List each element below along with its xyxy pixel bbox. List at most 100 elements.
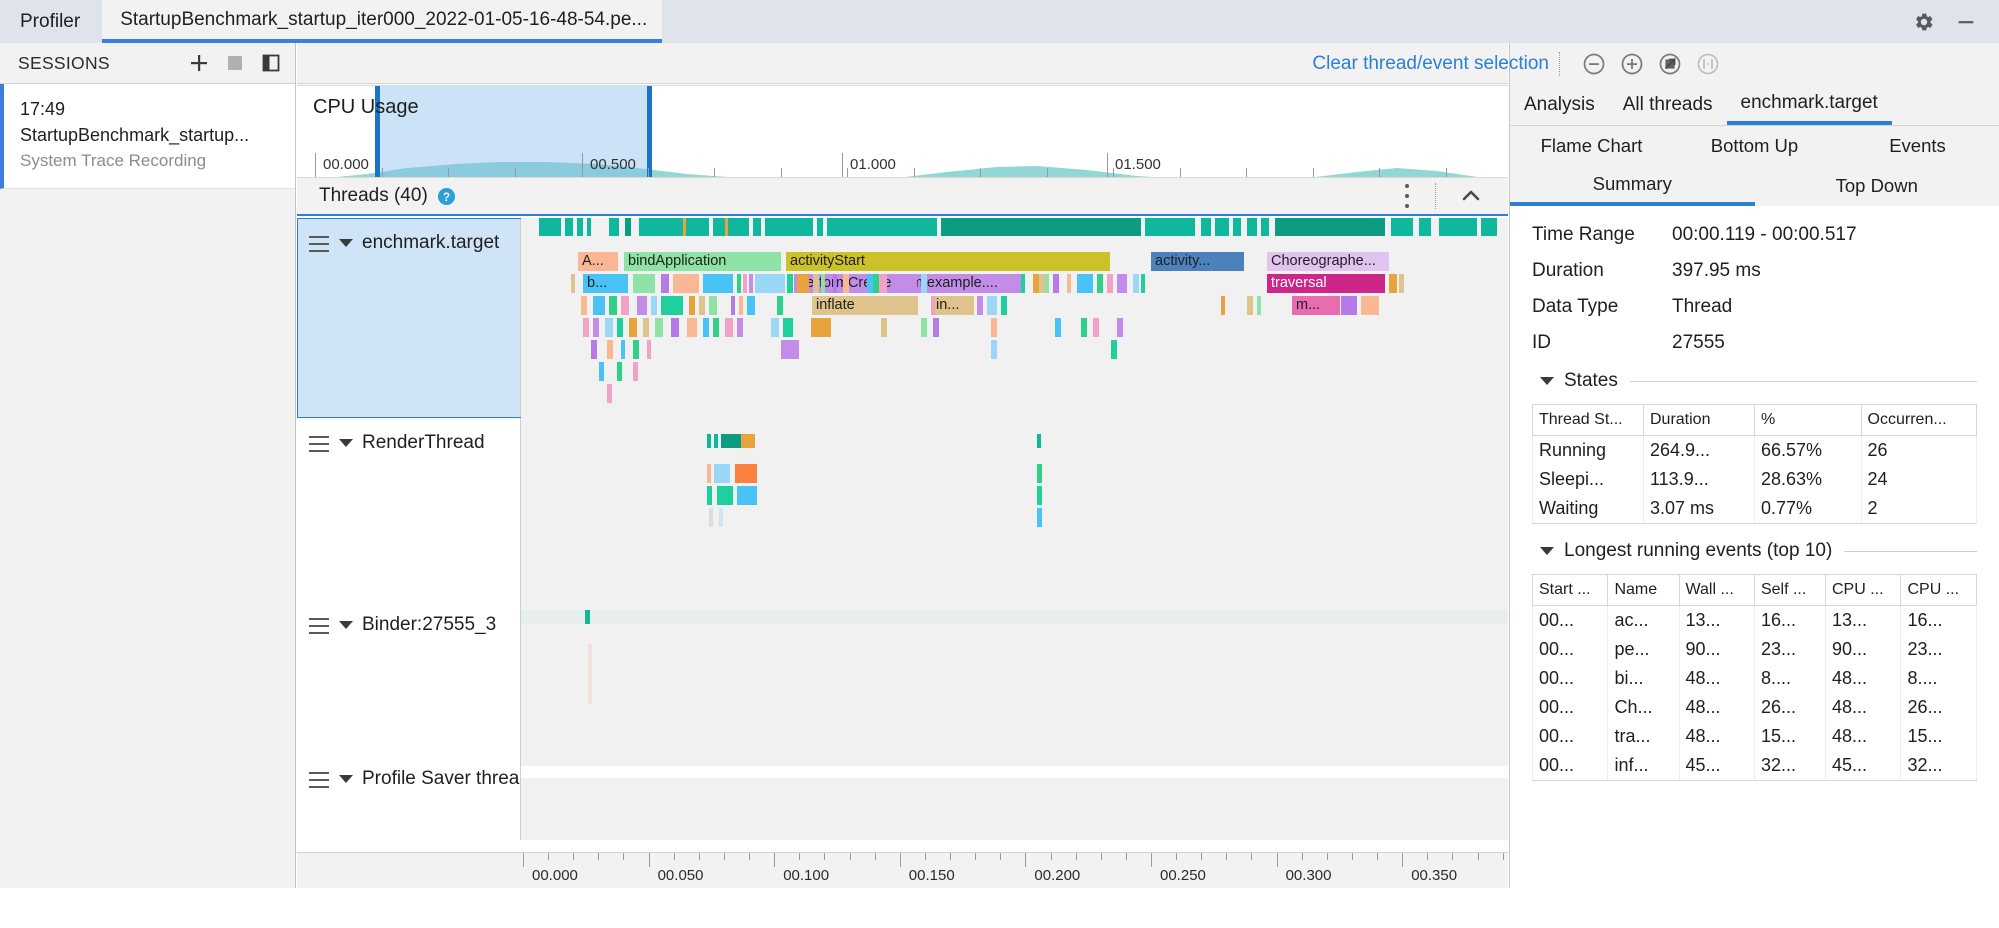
flame-chart-block-small[interactable] (879, 274, 887, 293)
flame-chart-block-small[interactable] (747, 296, 755, 315)
flame-chart-block-small[interactable] (813, 274, 819, 293)
longest-column-header[interactable]: Self ... (1754, 575, 1825, 606)
chevron-down-icon[interactable] (339, 621, 353, 629)
flame-chart-block[interactable]: m... (1292, 296, 1340, 315)
thread-name-cell[interactable]: enchmark.target (297, 218, 521, 418)
flame-chart-block-small[interactable] (991, 340, 997, 359)
flame-chart-block-small[interactable] (719, 508, 723, 527)
thread-row[interactable]: enchmark.target A... bindApplication activi… (297, 218, 1508, 418)
clear-thread-event-selection-button[interactable]: Clear thread/event selection (1312, 53, 1549, 75)
chevron-down-icon[interactable] (339, 775, 353, 783)
flame-chart-block[interactable]: in... (932, 296, 974, 315)
flame-chart-block-small[interactable] (593, 318, 599, 337)
flame-chart-block-small[interactable] (655, 318, 663, 337)
flame-chart-block-small[interactable] (1257, 296, 1261, 315)
zoom-in-icon[interactable] (1620, 52, 1644, 76)
flame-chart-block-small[interactable] (1037, 464, 1042, 483)
analysis-subtab-flame-chart[interactable]: Flame Chart (1510, 126, 1673, 166)
flame-chart-block-small[interactable] (771, 318, 779, 337)
flame-chart-block-small[interactable] (891, 274, 917, 293)
flame-chart-block-small[interactable] (1133, 274, 1139, 293)
flame-chart-block-small[interactable] (1111, 340, 1117, 359)
drag-handle-icon[interactable] (309, 772, 329, 788)
flame-chart-block-small[interactable] (1001, 296, 1007, 315)
flame-chart-block[interactable]: inflate (812, 296, 918, 315)
chevron-down-icon[interactable] (339, 439, 353, 447)
flame-chart-block-small[interactable] (709, 508, 713, 527)
flame-chart-block-small[interactable] (617, 318, 623, 337)
flame-chart-block-small[interactable] (783, 318, 793, 337)
flame-chart-block-small[interactable] (671, 318, 679, 337)
zoom-out-icon[interactable] (1582, 52, 1606, 76)
thread-name-cell[interactable]: RenderThread (297, 418, 521, 600)
longest-events-section-header[interactable]: Longest running events (top 10) (1540, 540, 1977, 562)
flame-chart-block-small[interactable] (921, 274, 927, 293)
flame-chart-block-small[interactable] (571, 274, 575, 293)
flame-chart-block-small[interactable] (1077, 274, 1093, 293)
longest-column-header[interactable]: CPU ... (1826, 575, 1901, 606)
help-circle-icon[interactable]: ? (437, 187, 456, 206)
analysis-subtab-events[interactable]: Events (1836, 126, 1999, 166)
flame-chart-block-small[interactable] (605, 318, 613, 337)
chevron-up-icon[interactable] (1460, 185, 1482, 207)
flame-chart-block-small[interactable] (1117, 274, 1127, 293)
flame-chart-block-small[interactable] (717, 486, 733, 505)
flame-chart-block-small[interactable] (709, 296, 717, 315)
flame-chart-block-small[interactable] (1053, 274, 1059, 293)
flame-chart-block-small[interactable] (1399, 274, 1404, 293)
flame-chart-block-small[interactable] (707, 486, 712, 505)
states-section-header[interactable]: States (1540, 370, 1977, 392)
flame-chart-block-small[interactable] (633, 274, 655, 293)
flame-chart-block-small[interactable] (933, 318, 939, 337)
flame-chart-block-small[interactable] (797, 274, 809, 293)
flame-chart-block-small[interactable] (621, 296, 629, 315)
zoom-to-selection-icon[interactable] (1658, 52, 1682, 76)
session-list-item[interactable]: 17:49 StartupBenchmark_startup... System… (0, 84, 295, 189)
analysis-subtab-bottom-up[interactable]: Bottom Up (1673, 126, 1836, 166)
thread-row[interactable]: RenderThread (297, 418, 1508, 600)
flame-chart-block-small[interactable] (599, 362, 604, 381)
analysis-subtab-top-down[interactable]: Top Down (1755, 166, 1999, 206)
flame-chart-block[interactable]: Choreographe... (1267, 252, 1389, 271)
gear-icon[interactable] (1913, 11, 1935, 33)
flame-chart-block-small[interactable] (777, 296, 783, 315)
reset-zoom-icon[interactable] (1696, 52, 1720, 76)
table-row[interactable]: 00...Ch...48...26...48...26... (1533, 693, 1977, 722)
table-row[interactable]: Sleepi...113.9...28.63%24 (1533, 465, 1977, 494)
flame-chart-block-small[interactable] (987, 296, 997, 315)
minimize-icon[interactable] (1955, 11, 1977, 33)
flame-chart-block-small[interactable] (1093, 318, 1099, 337)
table-row[interactable]: 00...tra...48...15...48...15... (1533, 722, 1977, 751)
flame-chart-block-small[interactable] (633, 340, 639, 359)
flame-chart-block[interactable]: activity... (1151, 252, 1244, 271)
flame-chart-block[interactable]: A... (578, 252, 618, 271)
states-column-header[interactable]: Thread St... (1533, 405, 1644, 436)
flame-chart-block-small[interactable] (749, 274, 753, 293)
thread-row[interactable]: Binder:27555_3 (297, 600, 1508, 760)
flame-chart-block-small[interactable] (633, 362, 638, 381)
toggle-panel-icon[interactable] (261, 53, 281, 73)
flame-chart-block[interactable]: bindApplication (624, 252, 781, 271)
flame-chart-block-small[interactable] (1097, 274, 1103, 293)
flame-chart-block-small[interactable] (661, 274, 669, 293)
flame-chart-block-small[interactable] (647, 340, 651, 359)
flame-chart-block-small[interactable] (755, 274, 785, 293)
longest-column-header[interactable]: Name (1608, 575, 1679, 606)
flame-chart-block-small[interactable] (629, 318, 637, 337)
flame-chart-block-small[interactable] (591, 340, 597, 359)
thread-row[interactable]: Profile Saver thread (297, 760, 1508, 840)
longest-column-header[interactable]: CPU ... (1901, 575, 1977, 606)
flame-chart-block-small[interactable] (1389, 274, 1397, 293)
flame-chart-block-small[interactable] (1107, 274, 1113, 293)
flame-chart-block-small[interactable] (713, 318, 719, 337)
flame-chart-block-small[interactable] (977, 296, 983, 315)
flame-chart-block-small[interactable] (689, 296, 695, 315)
table-row[interactable]: 00...bi...48...8....48...8.... (1533, 664, 1977, 693)
flame-chart-block-small[interactable] (737, 318, 743, 337)
flame-chart-block-small[interactable] (737, 486, 757, 505)
flame-chart-block-small[interactable] (833, 274, 837, 293)
